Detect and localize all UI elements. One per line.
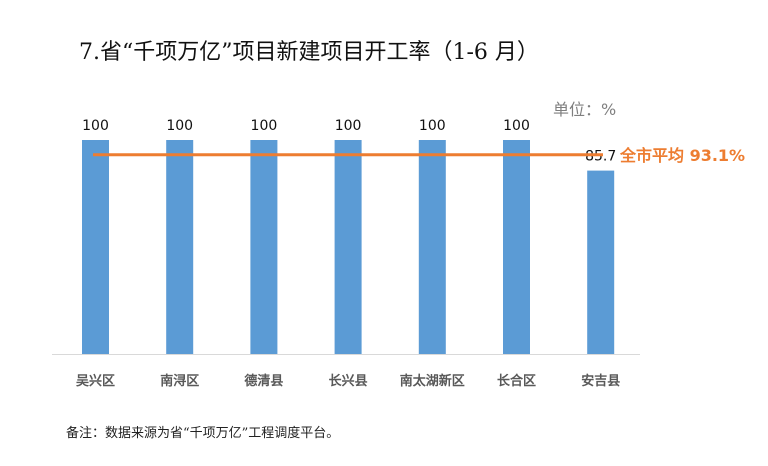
bar-5 xyxy=(503,140,530,354)
average-label: 全市平均 93.1% xyxy=(619,146,745,165)
category-label-3: 长兴县 xyxy=(329,373,368,389)
bar-3 xyxy=(334,140,362,354)
category-label-0: 吴兴区 xyxy=(76,373,115,389)
category-label-2: 德清县 xyxy=(244,373,283,389)
data-label-0: 100 xyxy=(82,118,109,134)
source-note: 备注：数据来源为省“千项万亿”工程调度平台。 xyxy=(66,426,340,441)
bar-6 xyxy=(587,170,615,354)
category-label-4: 南太湖新区 xyxy=(400,373,465,389)
data-label-2: 100 xyxy=(251,118,278,134)
unit-label: 单位：% xyxy=(553,100,617,119)
bar-4 xyxy=(418,140,446,354)
data-label-3: 100 xyxy=(335,118,362,134)
category-label-5: 长合区 xyxy=(497,373,536,389)
bar-0 xyxy=(82,140,109,354)
data-label-4: 100 xyxy=(419,118,446,134)
bar-2 xyxy=(250,140,278,354)
category-label-1: 南浔区 xyxy=(160,373,199,389)
chart-title: 7.省“千项万亿”项目新建项目开工率（1-6 月） xyxy=(79,40,539,65)
bar-1 xyxy=(166,140,194,354)
data-label-6: 85.7 xyxy=(585,149,616,165)
category-label-6: 安吉县 xyxy=(581,373,620,389)
data-label-1: 100 xyxy=(166,118,193,134)
data-label-5: 100 xyxy=(503,118,530,134)
